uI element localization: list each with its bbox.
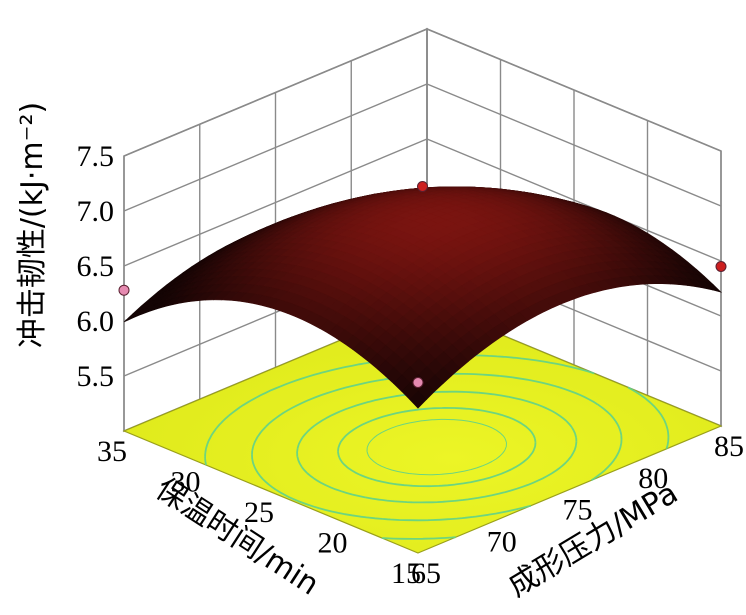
x-tick-label: 70 bbox=[487, 525, 517, 558]
x-axis-ticks: 65 70 75 80 85 bbox=[411, 430, 744, 590]
y-tick-label: 25 bbox=[244, 496, 274, 529]
design-points bbox=[118, 181, 727, 388]
y-tick-label: 35 bbox=[97, 435, 127, 468]
response-surface bbox=[123, 186, 723, 409]
z-tick-label: 6.5 bbox=[77, 250, 115, 283]
z-tick-label: 5.5 bbox=[77, 360, 115, 393]
x-tick-label: 80 bbox=[638, 462, 668, 495]
contour-line bbox=[337, 407, 537, 488]
x-tick-label: 65 bbox=[411, 557, 441, 590]
x-tick-label: 85 bbox=[714, 430, 744, 463]
design-point bbox=[417, 181, 428, 192]
contour-floor bbox=[122, 303, 723, 554]
y-tick-label: 30 bbox=[171, 466, 201, 499]
z-tick-label: 7.0 bbox=[77, 195, 115, 228]
z-axis-title: 冲击韧性/(kJ·m⁻²) bbox=[15, 102, 50, 348]
z-gridline bbox=[123, 28, 722, 157]
z-axis-ticks: 5.5 6.0 6.5 7.0 7.5 bbox=[77, 140, 115, 393]
x-tick-label: 75 bbox=[563, 494, 593, 527]
design-point bbox=[412, 377, 424, 388]
y-axis-ticks: 15 20 25 30 35 bbox=[97, 435, 421, 590]
contour-line bbox=[366, 418, 507, 476]
z-tick-label: 6.0 bbox=[77, 305, 115, 338]
z-tick-label: 7.5 bbox=[77, 140, 115, 173]
surface-patch bbox=[123, 310, 141, 323]
surface-patch bbox=[409, 390, 427, 409]
y-tick-label: 20 bbox=[318, 527, 348, 560]
design-point bbox=[118, 284, 130, 296]
contour-line bbox=[251, 372, 623, 522]
design-point bbox=[715, 261, 727, 272]
y-tick-label: 15 bbox=[391, 557, 421, 590]
